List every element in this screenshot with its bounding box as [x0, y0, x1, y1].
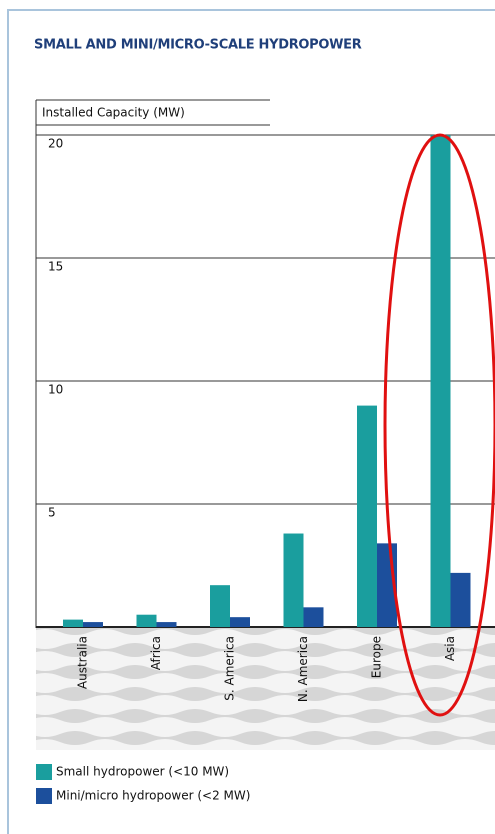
legend-label: Small hydropower (<10 MW) [56, 765, 229, 779]
highlight-ellipse [383, 133, 495, 717]
legend-swatch [36, 764, 52, 780]
legend-label: Mini/micro hydropower (<2 MW) [56, 789, 250, 803]
y-tick-label: 5 [48, 506, 56, 520]
x-tick-label: N. America [296, 636, 310, 702]
frame [7, 9, 495, 834]
bar [357, 405, 377, 627]
x-tick-label: Asia [443, 636, 457, 661]
bar [430, 135, 451, 627]
x-tick-label: Africa [149, 636, 163, 670]
legend-swatch [36, 788, 52, 804]
x-tick-label: Australia [76, 636, 90, 689]
bar [210, 585, 230, 627]
bar [450, 572, 471, 627]
bar [230, 617, 250, 627]
wave-band [36, 628, 495, 750]
bar [63, 619, 83, 627]
x-tick-label: S. America [223, 636, 237, 701]
x-tick-label: Europe [370, 636, 384, 678]
bar [283, 533, 304, 627]
y-tick-label: 20 [48, 137, 63, 151]
bar [136, 614, 157, 627]
bar [156, 622, 177, 627]
bar [303, 607, 324, 627]
bar [83, 622, 103, 627]
y-axis-label: Installed Capacity (MW) [42, 106, 185, 120]
y-tick-label: 10 [48, 383, 63, 397]
chart-title: SMALL AND MINI/MICRO-SCALE HYDROPOWER [34, 38, 362, 53]
y-tick-label: 15 [48, 260, 63, 274]
